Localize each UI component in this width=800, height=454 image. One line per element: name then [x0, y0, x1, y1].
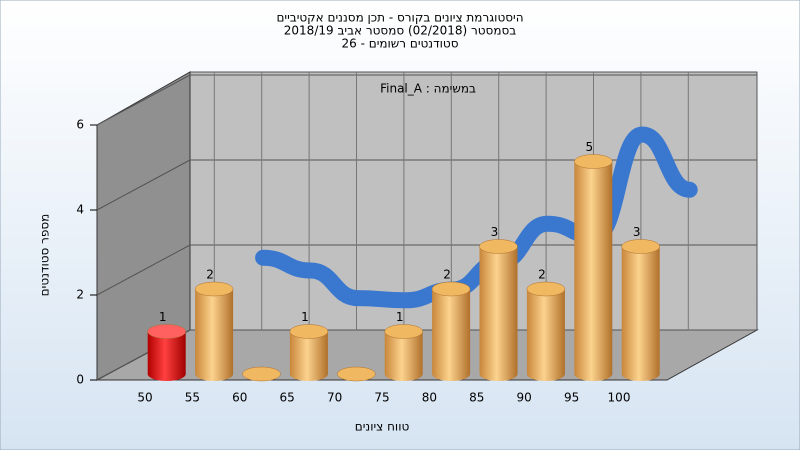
bar [147, 324, 186, 381]
chart-title: היסטוגרמת ציונים בקורס - תכן מסננים אקטי… [276, 11, 523, 25]
bar [242, 366, 281, 382]
bar-body [432, 289, 471, 374]
bar-body [479, 246, 518, 374]
bar-top [194, 281, 234, 297]
value-label: 1 [301, 310, 309, 324]
value-label: 1 [396, 310, 404, 324]
x-tick-label: 90 [517, 391, 532, 405]
y-tick-label: 2 [76, 288, 84, 302]
bar-body [195, 289, 234, 374]
bar-top [289, 324, 329, 339]
x-tick-label: 65 [280, 391, 295, 405]
bar [621, 239, 660, 381]
value-label: 3 [633, 225, 641, 239]
bar [289, 324, 329, 381]
x-tick-label: 50 [137, 391, 152, 405]
back-wall [189, 71, 758, 331]
x-tick-label: 100 [608, 391, 631, 405]
bar-top [337, 366, 376, 382]
bar-body [621, 246, 660, 374]
bar [194, 281, 234, 381]
grid-line [96, 74, 191, 126]
bar [574, 154, 613, 381]
bar-top [147, 324, 186, 339]
chart-subtitle: סטודנטים רשומים - 26 [341, 37, 458, 51]
chart-subtitle: בסמסטר (02/2018) סמסטר אביב 2018/19 [284, 24, 516, 38]
bar-top [574, 154, 613, 169]
bar-top [431, 281, 471, 297]
value-label: 5 [585, 140, 593, 154]
bar-top [479, 239, 518, 254]
x-tick-label: 95 [564, 391, 579, 405]
value-label: 2 [443, 268, 451, 282]
x-tick-label: 55 [185, 391, 200, 405]
x-axis-label: טווח ציונים [355, 420, 410, 434]
bar-top [384, 324, 423, 339]
y-tick-label: 6 [76, 118, 84, 132]
bar [384, 324, 423, 381]
value-label: 1 [159, 310, 167, 324]
bar-top [526, 281, 566, 297]
bar-body [574, 161, 613, 374]
value-label: 2 [538, 268, 546, 282]
bar [479, 239, 518, 381]
bar-top [242, 366, 281, 382]
x-tick-label: 70 [327, 391, 342, 405]
bar-top [621, 239, 660, 254]
grid-line [96, 159, 191, 211]
x-tick-label: 80 [422, 391, 437, 405]
y-axis-label: מספר סטודנטים [38, 214, 52, 297]
bar-body [526, 289, 565, 374]
y-tick-label: 4 [76, 203, 84, 217]
x-tick-label: 60 [232, 391, 247, 405]
bar [431, 281, 471, 381]
bar [337, 366, 376, 382]
x-tick-label: 85 [469, 391, 484, 405]
y-tick-label: 0 [76, 373, 84, 387]
bar [526, 281, 566, 381]
grid-line [96, 244, 191, 296]
value-label: 2 [206, 268, 214, 282]
annotation: Final_A : במשימה [380, 82, 476, 96]
value-label: 3 [491, 225, 499, 239]
x-tick-label: 75 [374, 391, 389, 405]
